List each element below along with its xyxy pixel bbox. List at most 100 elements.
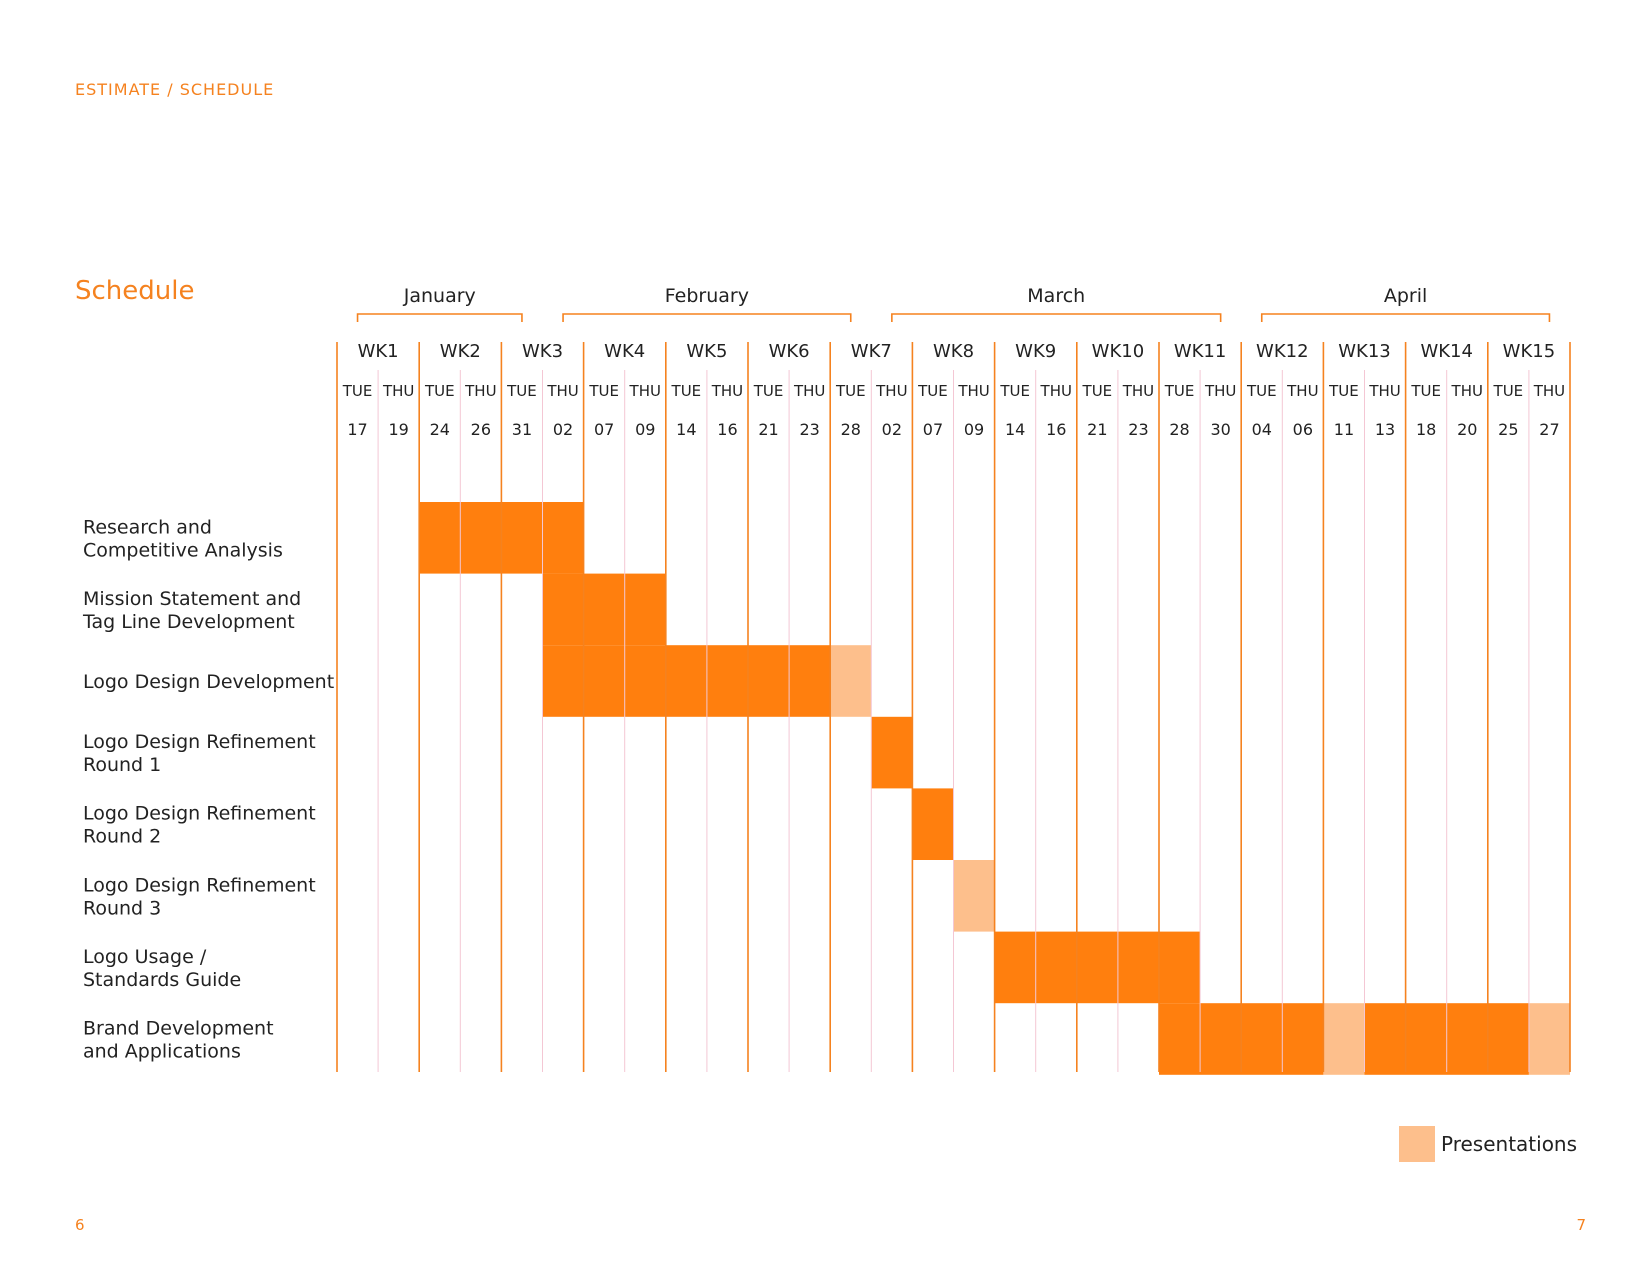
day-of-week-label: TUE [1082,382,1113,400]
date-label: 28 [841,420,861,439]
task-label: Logo Design Refinement [83,874,316,896]
date-label: 28 [1169,420,1189,439]
day-of-week-label: THU [1451,382,1483,400]
page-number-left: 6 [75,1216,85,1234]
day-of-week-label: THU [711,382,743,400]
day-of-week-label: TUE [753,382,784,400]
date-label: 19 [388,420,408,439]
date-label: 09 [635,420,655,439]
legend-swatch-presentations [1399,1126,1435,1162]
week-label: WK7 [851,341,892,362]
date-label: 13 [1375,420,1395,439]
week-label: WK8 [933,341,974,362]
week-label: WK4 [604,341,645,362]
day-of-week-label: THU [1040,382,1072,400]
week-label: WK14 [1420,341,1473,362]
task-label: Competitive Analysis [83,539,283,561]
day-of-week-label: TUE [1246,382,1277,400]
date-label: 21 [1087,420,1107,439]
task-label: Research and [83,516,212,538]
week-label: WK11 [1174,341,1227,362]
legend-label: Presentations [1441,1132,1578,1156]
day-of-week-label: TUE [1328,382,1359,400]
task-label: Brand Development [83,1018,274,1040]
date-label: 27 [1539,420,1559,439]
task-label: Logo Design Refinement [83,731,316,753]
date-label: 11 [1334,420,1354,439]
date-label: 04 [1252,420,1272,439]
presentation-bar [1528,1003,1570,1075]
day-of-week-label: TUE [506,382,537,400]
date-label: 25 [1498,420,1518,439]
page-number-right: 7 [1576,1216,1586,1234]
week-label: WK12 [1256,341,1309,362]
task-label: Tag Line Development [82,611,295,633]
week-label: WK2 [440,341,481,362]
week-label: WK10 [1092,341,1145,362]
week-label: WK3 [522,341,563,362]
day-of-week-label: TUE [917,382,948,400]
task-bar [871,716,913,789]
task-label: Round 1 [83,754,161,776]
day-of-week-label: THU [629,382,661,400]
day-of-week-label: THU [1204,382,1236,400]
date-label: 09 [964,420,984,439]
task-label: and Applications [83,1041,241,1063]
task-label: Logo Design Development [83,671,334,693]
presentation-bar [1323,1003,1365,1075]
date-label: 14 [676,420,696,439]
day-of-week-label: THU [1122,382,1154,400]
task-label: Logo Design Refinement [83,803,316,825]
week-label: WK15 [1503,341,1556,362]
day-of-week-label: THU [382,382,414,400]
date-label: 20 [1457,420,1477,439]
date-label: 21 [758,420,778,439]
date-label: 18 [1416,420,1436,439]
day-of-week-label: THU [957,382,989,400]
day-of-week-label: TUE [999,382,1030,400]
date-label: 26 [471,420,491,439]
day-of-week-label: THU [875,382,907,400]
day-of-week-label: THU [1533,382,1565,400]
date-label: 17 [347,420,367,439]
month-label: January [403,285,476,307]
task-label: Standards Guide [83,969,241,991]
breadcrumb: ESTIMATE / SCHEDULE [75,80,275,99]
day-of-week-label: TUE [835,382,866,400]
week-label: WK13 [1338,341,1391,362]
day-of-week-label: TUE [342,382,373,400]
section-title: Schedule [75,276,195,306]
date-label: 07 [594,420,614,439]
day-of-week-label: THU [464,382,496,400]
date-label: 16 [717,420,737,439]
month-bracket [562,313,852,322]
presentation-bar [953,860,995,932]
presentation-bar [830,645,872,717]
day-of-week-label: TUE [424,382,455,400]
week-label: WK6 [769,341,810,362]
week-label: WK1 [358,341,399,362]
month-bracket [356,313,523,322]
task-bar [542,573,666,646]
date-label: 16 [1046,420,1066,439]
month-bracket [1260,313,1551,322]
task-label: Mission Statement and [83,588,301,610]
month-label: February [665,285,749,307]
task-label: Round 2 [83,826,161,848]
legend: Presentations [1399,1126,1577,1162]
week-label: WK5 [686,341,727,362]
day-of-week-label: TUE [588,382,619,400]
month-bracket [891,313,1222,322]
date-label: 23 [799,420,819,439]
month-label: March [1027,285,1085,307]
date-label: 23 [1128,420,1148,439]
date-label: 02 [882,420,902,439]
task-label: Logo Usage / [83,946,207,968]
day-of-week-label: TUE [1493,382,1524,400]
task-label: Round 3 [83,897,161,919]
date-label: 24 [430,420,450,439]
week-label: WK9 [1015,341,1056,362]
date-label: 31 [512,420,532,439]
task-bar [994,931,1201,1004]
